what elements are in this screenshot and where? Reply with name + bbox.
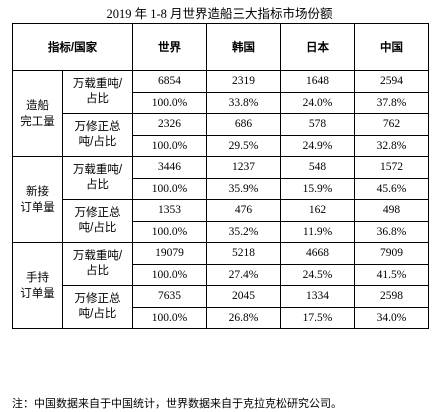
header-corner: 指标/国家 <box>11 23 134 71</box>
category-label: 新接 订单量 <box>12 156 63 243</box>
metric-label-line1: 万载重吨/ <box>72 164 123 176</box>
share-cell-korea: 29.5% <box>206 134 282 157</box>
footnote: 注：中国数据来自于中国统计，世界数据来自于克拉克松研究公司。 <box>12 398 342 410</box>
metric-label-line1: 万修正总 <box>74 293 121 305</box>
metric-label-line1: 万修正总 <box>74 121 121 133</box>
header-japan: 日本 <box>280 23 356 71</box>
value-cell-world: 2326 <box>132 113 208 136</box>
category-label-line1: 新接 <box>26 185 49 198</box>
value-cell-korea: 1237 <box>206 156 282 179</box>
share-cell-japan: 24.9% <box>280 134 356 157</box>
metric-label-line1: 万修正总 <box>74 207 121 219</box>
share-cell-world: 100.0% <box>132 91 208 114</box>
metric-label-line2: 吨/占比 <box>78 136 117 148</box>
metric-label-line2: 吨/占比 <box>78 222 117 234</box>
metric-label: 万载重吨/占比 <box>61 156 134 200</box>
value-cell-china: 762 <box>354 113 430 136</box>
share-cell-japan: 24.5% <box>280 263 356 286</box>
header-china: 中国 <box>354 23 430 71</box>
value-cell-japan: 1648 <box>280 70 356 93</box>
value-cell-korea: 5218 <box>206 242 282 265</box>
table-row: 100.0% 26.8% 17.5% 34.0% <box>13 306 430 329</box>
metric-label-line2: 占比 <box>86 93 109 105</box>
share-cell-china: 37.8% <box>354 91 430 114</box>
table-row: 100.0% 35.2% 11.9% 36.8% <box>13 220 430 243</box>
metric-label: 万修正总吨/占比 <box>61 285 134 329</box>
metric-label: 万载重吨/占比 <box>61 70 134 114</box>
table-row: 新接 订单量 万载重吨/占比 3446 1237 548 1572 <box>12 156 430 243</box>
share-cell-korea: 26.8% <box>206 306 282 329</box>
value-cell-korea: 2045 <box>206 285 282 308</box>
page-title: 2019 年 1-8 月世界造船三大指标市场份额 <box>106 7 333 21</box>
share-cell-world: 100.0% <box>132 306 208 329</box>
value-cell-china: 7909 <box>354 242 430 265</box>
share-cell-world: 100.0% <box>132 177 208 200</box>
value-cell-japan: 4668 <box>280 242 356 265</box>
value-cell-world: 6854 <box>132 70 208 93</box>
market-share-table: 指标/国家 世界 韩国 日本 中国 造船 完工量 万载重吨/占比 6854 2319 16… <box>11 23 430 329</box>
table-row: 万修正总 吨/占比 2326 686 578 762 <box>13 113 430 157</box>
table-row: 100.0% 33.8% 24.0% 37.8% <box>13 91 430 114</box>
header-korea: 韩国 <box>206 23 282 71</box>
share-cell-japan: 17.5% <box>280 306 356 329</box>
table-row: 万修正总 吨/占比 7635 2045 1334 2598 <box>13 285 430 329</box>
table-row: 手持 订单量 万载重吨/占比 19079 5218 4668 7909 <box>12 242 430 329</box>
value-cell-china: 498 <box>354 199 430 222</box>
metric-label-line2: 占比 <box>86 265 109 277</box>
value-cell-world: 7635 <box>132 285 208 308</box>
share-cell-japan: 24.0% <box>280 91 356 114</box>
share-cell-china: 41.5% <box>354 263 430 286</box>
value-cell-china: 2598 <box>354 285 430 308</box>
share-cell-china: 45.6% <box>354 177 430 200</box>
metric-label-line2: 占比 <box>86 179 109 191</box>
header-world: 世界 <box>132 23 208 71</box>
metric-label-line1: 万载重吨/ <box>72 250 123 262</box>
value-cell-korea: 476 <box>206 199 282 222</box>
value-cell-japan: 162 <box>280 199 356 222</box>
share-cell-world: 100.0% <box>132 263 208 286</box>
category-label: 造船 完工量 <box>12 70 63 157</box>
table-header-row: 指标/国家 世界 韩国 日本 中国 <box>11 23 430 71</box>
value-cell-china: 1572 <box>354 156 430 179</box>
value-cell-korea: 2319 <box>206 70 282 93</box>
table-row: 100.0% 35.9% 15.9% 45.6% <box>13 177 430 200</box>
value-cell-china: 2594 <box>354 70 430 93</box>
table-row: 万修正总 吨/占比 1353 476 162 498 <box>13 199 430 243</box>
share-cell-china: 34.0% <box>354 306 430 329</box>
share-cell-world: 100.0% <box>132 220 208 243</box>
share-cell-world: 100.0% <box>132 134 208 157</box>
share-cell-japan: 11.9% <box>280 220 356 243</box>
metric-label: 万载重吨/占比 <box>61 242 134 286</box>
value-cell-world: 3446 <box>132 156 208 179</box>
value-cell-world: 1353 <box>132 199 208 222</box>
value-cell-korea: 686 <box>206 113 282 136</box>
metric-label-line2: 吨/占比 <box>78 308 117 320</box>
category-label-line2: 订单量 <box>20 201 55 214</box>
category-label-line1: 造船 <box>26 99 49 112</box>
category-label-line1: 手持 <box>26 271 49 284</box>
value-cell-japan: 1334 <box>280 285 356 308</box>
share-cell-korea: 35.9% <box>206 177 282 200</box>
share-cell-korea: 27.4% <box>206 263 282 286</box>
share-cell-korea: 35.2% <box>206 220 282 243</box>
metric-label: 万修正总吨/占比 <box>61 199 134 243</box>
category-label: 手持 订单量 <box>12 242 63 329</box>
share-cell-china: 36.8% <box>354 220 430 243</box>
value-cell-world: 19079 <box>132 242 208 265</box>
category-label-line2: 订单量 <box>20 287 55 300</box>
category-label-line2: 完工量 <box>20 115 55 128</box>
share-cell-japan: 15.9% <box>280 177 356 200</box>
metric-label-line1: 万载重吨/ <box>72 78 123 90</box>
share-cell-korea: 33.8% <box>206 91 282 114</box>
share-cell-china: 32.8% <box>354 134 430 157</box>
table-row: 造船 完工量 万载重吨/占比 6854 2319 1648 2594 <box>12 70 430 157</box>
table-row: 100.0% 27.4% 24.5% 41.5% <box>13 263 430 286</box>
metric-label: 万修正总吨/占比 <box>61 113 134 157</box>
value-cell-japan: 578 <box>280 113 356 136</box>
value-cell-japan: 548 <box>280 156 356 179</box>
